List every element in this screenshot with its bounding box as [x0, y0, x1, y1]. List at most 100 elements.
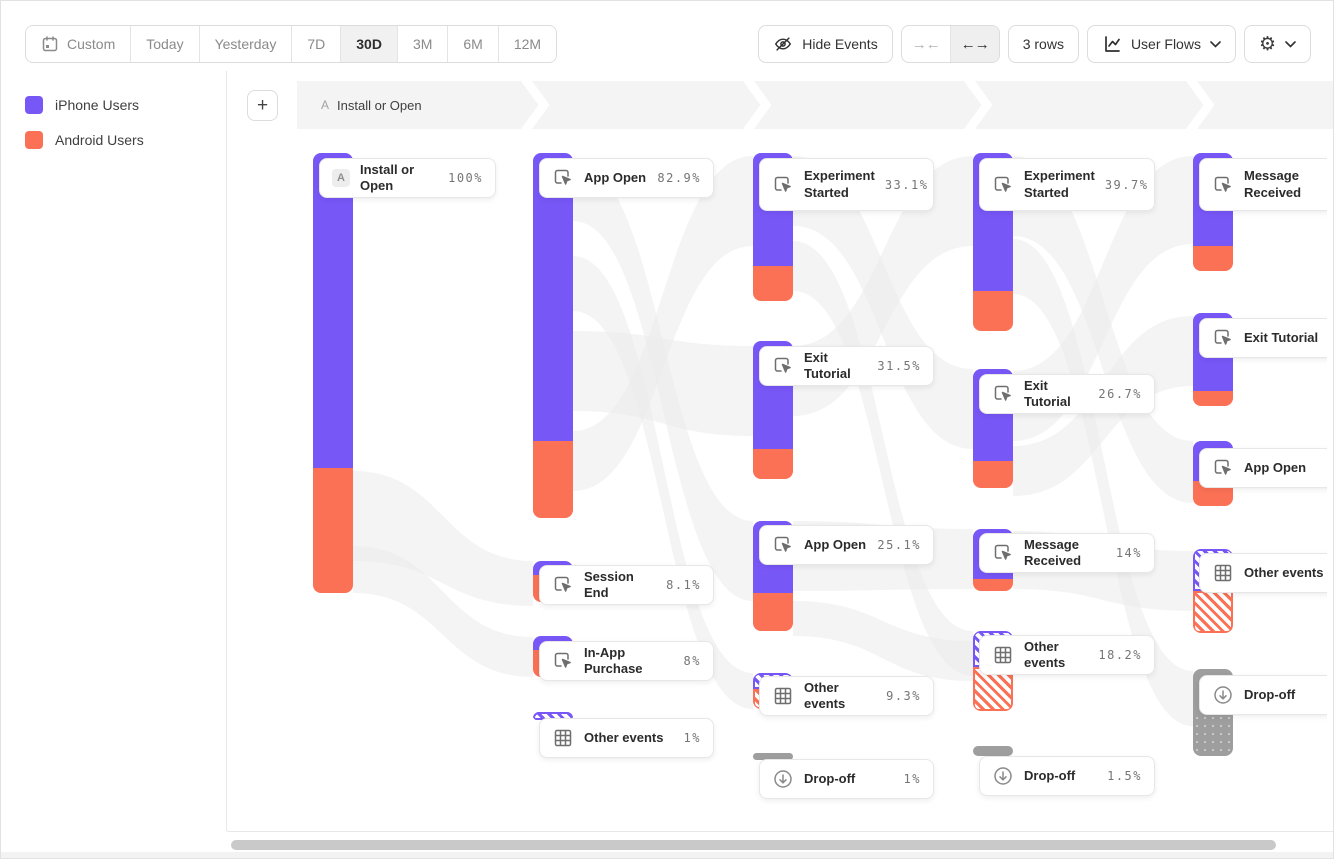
date-range-custom[interactable]: Custom [26, 26, 132, 62]
date-range-6m[interactable]: 6M [448, 26, 499, 62]
node-title: Install or Open [360, 161, 415, 193]
flow-node-card-app-open[interactable]: App Open 25.1% [759, 525, 934, 565]
node-title: Exit Tutorial [1024, 377, 1071, 409]
hide-events-label: Hide Events [802, 36, 878, 52]
view-selector[interactable]: User Flows [1086, 25, 1236, 63]
bar-segment-dropoff [973, 746, 1013, 756]
sankey-ribbons [353, 156, 1193, 726]
flow-ribbon [573, 256, 753, 709]
node-title: Other events [804, 679, 846, 711]
node-title: Message Received [1024, 536, 1082, 568]
date-range-12m[interactable]: 12M [498, 26, 557, 62]
legend-label: Android Users [55, 132, 144, 148]
click-event-icon [552, 650, 574, 672]
node-percentage: 1% [903, 772, 921, 786]
flow-node-card-message-received[interactable]: Message Received 14% [979, 533, 1155, 573]
bar-segment-dropoff [753, 753, 793, 760]
node-percentage: 8.1% [666, 578, 701, 592]
hide-events-button[interactable]: Hide Events [758, 25, 893, 63]
flow-node-card-experiment-started[interactable]: Experiment Started 39.7% [979, 158, 1155, 211]
bar-segment-iphone [533, 153, 573, 441]
flow-ribbon [1013, 239, 1193, 726]
date-range-today[interactable]: Today [131, 26, 200, 62]
click-event-icon [772, 174, 794, 196]
collapse-expand-toggle: →← ←→ [900, 25, 1000, 63]
view-label: User Flows [1130, 36, 1201, 52]
flow-bar-install-or-open[interactable] [313, 153, 353, 593]
node-percentage: 14% [1115, 546, 1142, 560]
flow-node-card-drop-off[interactable]: Drop-off 1.5% [979, 756, 1155, 796]
bar-segment-android [533, 441, 573, 518]
flow-chart-icon [1102, 34, 1122, 54]
bar-segment-iphone-hatch [533, 712, 573, 720]
collapse-columns-button[interactable]: →← [902, 26, 951, 62]
flow-node-card-install-or-open[interactable]: A Install or Open 100% [319, 158, 496, 198]
flow-bar-drop-off[interactable] [973, 746, 1013, 756]
flow-bar-drop-off[interactable] [753, 753, 793, 760]
flow-node-card-drop-off[interactable]: Drop-off 1% [759, 759, 934, 799]
flow-node-card-other-events[interactable]: Other events 1% [539, 718, 714, 758]
flow-node-card-in-app-purchase[interactable]: In-App Purchase 8% [539, 641, 714, 681]
date-range-30d[interactable]: 30D [341, 26, 398, 62]
expand-columns-button[interactable]: ←→ [950, 26, 999, 62]
flow-node-card-app-open[interactable]: App Open [1199, 448, 1327, 488]
add-step-button[interactable]: + [247, 90, 278, 121]
bar-segment-android [973, 291, 1013, 331]
settings-button[interactable]: ⚙ [1243, 25, 1311, 63]
flow-ribbon [353, 471, 533, 606]
bar-segment-android-hatch [1193, 591, 1233, 633]
toolbar-right: Hide Events →← ←→ 3 rows User Flows [758, 25, 1311, 63]
flow-bar-app-open[interactable] [533, 153, 573, 518]
flow-node-card-message-received[interactable]: Message Received [1199, 158, 1327, 211]
chevron-separator [964, 81, 992, 129]
date-range-7d[interactable]: 7D [292, 26, 342, 62]
flow-node-card-experiment-started[interactable]: Experiment Started 33.1% [759, 158, 934, 211]
node-title: App Open [584, 169, 647, 185]
horizontal-scrollbar[interactable] [231, 840, 1276, 850]
click-event-icon [1212, 457, 1234, 479]
node-percentage: 82.9% [657, 171, 701, 185]
breadcrumb-step[interactable]: A Install or Open [321, 81, 422, 129]
android-users-swatch [25, 131, 43, 149]
node-percentage: 39.7% [1104, 177, 1149, 192]
footer-strip [1, 852, 1333, 858]
chevron-separator [743, 81, 771, 129]
flow-node-card-exit-tutorial[interactable]: Exit Tutorial 26.7% [979, 374, 1155, 414]
flow-node-card-app-open[interactable]: App Open 82.9% [539, 158, 714, 198]
flow-canvas: A Install or Open 100% App Open 82.9% Session… [228, 129, 1327, 831]
flow-node-card-other-events[interactable]: Other events 9.3% [759, 676, 934, 716]
flow-node-card-exit-tutorial[interactable]: Exit Tutorial [1199, 318, 1327, 358]
node-percentage: 8% [683, 654, 701, 668]
legend-item-iphone-users[interactable]: iPhone Users [25, 96, 226, 114]
node-title: Message Received [1244, 168, 1302, 200]
flow-node-card-other-events[interactable]: Other events 18.2% [979, 635, 1155, 675]
node-title: App Open [1244, 459, 1307, 475]
node-percentage: 26.7% [1098, 387, 1142, 401]
node-title: Drop-off [804, 770, 856, 786]
node-title: Exit Tutorial [804, 349, 851, 381]
node-title: Experiment Started [804, 168, 875, 200]
flow-node-card-other-events[interactable]: Other events [1199, 553, 1327, 593]
drop-off-icon [992, 765, 1014, 787]
bar-segment-android [753, 266, 793, 301]
bar-segment-android [753, 593, 793, 631]
chevron-down-icon [1210, 40, 1221, 48]
flow-ribbon [1013, 156, 1193, 441]
step-breadcrumb-band: A Install or Open [297, 81, 1333, 129]
date-range-3m[interactable]: 3M [397, 26, 449, 62]
flow-node-card-drop-off[interactable]: Drop-off [1199, 675, 1327, 715]
drop-off-icon [772, 768, 794, 790]
bar-segment-android [973, 461, 1013, 488]
node-percentage: 9.3% [886, 689, 921, 703]
node-title: Other events [1244, 564, 1324, 580]
flow-node-card-exit-tutorial[interactable]: Exit Tutorial 31.5% [759, 346, 934, 386]
legend-item-android-users[interactable]: Android Users [25, 131, 226, 149]
eye-off-icon [773, 34, 793, 54]
node-percentage: 31.5% [877, 359, 921, 373]
date-range-yesterday[interactable]: Yesterday [199, 26, 293, 62]
rows-button[interactable]: 3 rows [1007, 25, 1079, 63]
flow-node-card-session-end[interactable]: Session End 8.1% [539, 565, 714, 605]
other-events-grid-icon [552, 727, 574, 749]
flow-bar-other-events[interactable] [533, 712, 573, 720]
node-percentage: 1% [683, 731, 701, 745]
